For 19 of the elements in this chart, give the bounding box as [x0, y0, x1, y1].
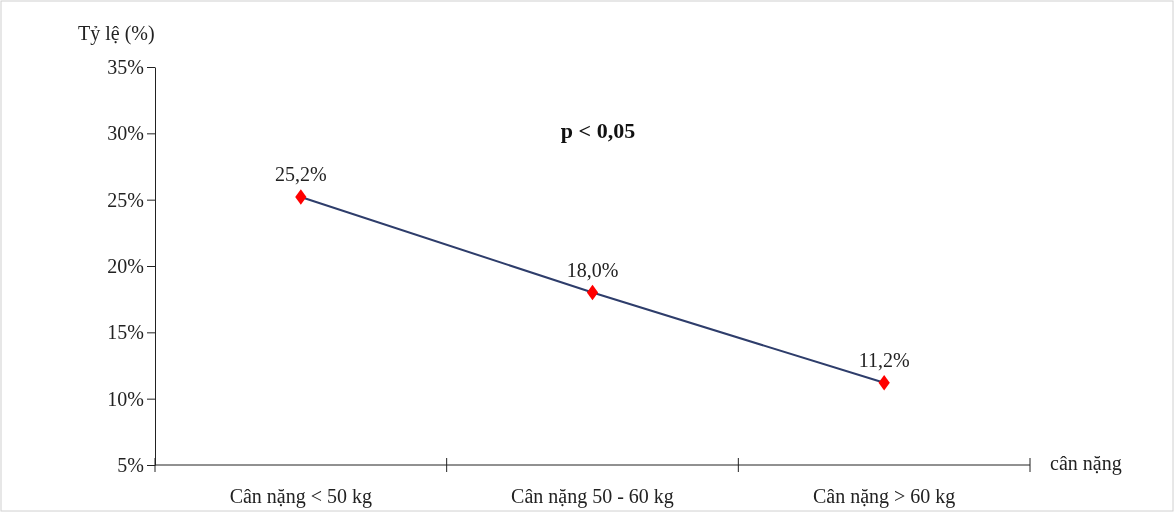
data-label: 11,2% [858, 348, 910, 371]
y-tick-label: 35% [107, 55, 144, 78]
x-axis-title: cân nặng [1050, 452, 1122, 475]
data-label: 25,2% [275, 163, 327, 186]
y-tick-label: 5% [117, 453, 144, 476]
point [586, 284, 599, 301]
x-tick-label: Cân nặng > 60 kg [812, 485, 956, 508]
x-tick-label: Cân nặng < 50 kg [229, 485, 373, 508]
point [878, 374, 890, 391]
point [295, 189, 307, 205]
y-tick-label: 20% [107, 254, 144, 277]
y-tick-label: 25% [107, 188, 144, 211]
data-label: 18,0% [566, 258, 619, 281]
x-tick-label: Cân nặng 50 - 60 kg [511, 485, 674, 508]
y-tick-label: 30% [107, 122, 144, 145]
annotation: p < 0,05 [560, 118, 636, 143]
y-tick-label: 15% [107, 321, 144, 344]
y-tick-label: 10% [107, 387, 144, 410]
y-axis-title: Tỷ lệ (%) [78, 22, 155, 45]
